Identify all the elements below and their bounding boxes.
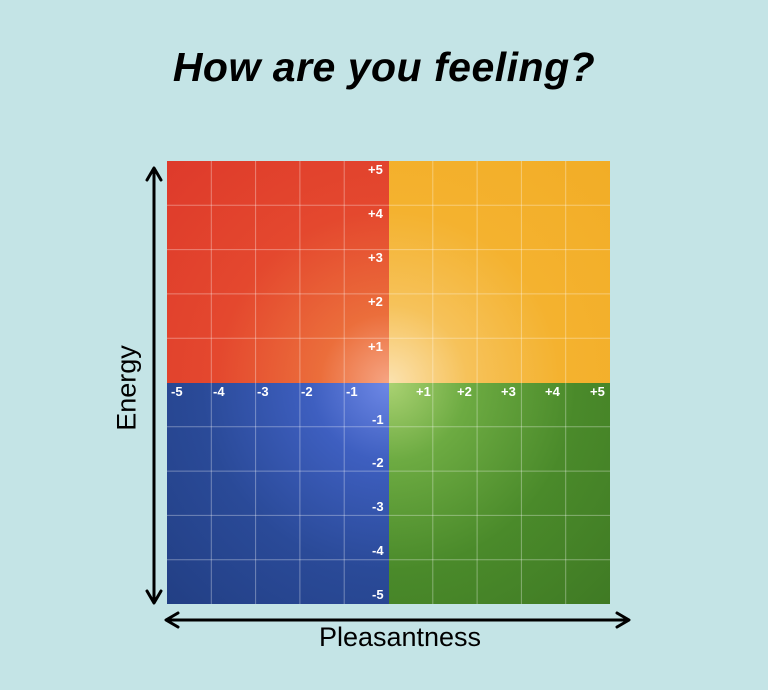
y-tick-label: -3 xyxy=(372,499,384,514)
y-tick-label: +5 xyxy=(368,162,383,177)
pleasantness-arrowhead-left xyxy=(164,611,180,629)
x-tick-label: -4 xyxy=(213,384,225,399)
energy-arrowhead-up xyxy=(145,166,163,182)
x-tick-label: +5 xyxy=(590,384,605,399)
x-tick-label: -3 xyxy=(257,384,269,399)
x-tick-label: -1 xyxy=(346,384,358,399)
quadrant-red-high-energy-unpleasant[interactable] xyxy=(167,161,389,383)
pleasantness-axis-label: Pleasantness xyxy=(318,622,482,652)
quadrant-green-low-energy-pleasant[interactable] xyxy=(388,382,610,604)
y-tick-label: -1 xyxy=(372,412,384,427)
x-tick-label: +3 xyxy=(501,384,516,399)
y-tick-label: -5 xyxy=(372,587,384,602)
y-tick-label: -4 xyxy=(372,543,384,558)
x-tick-label: -5 xyxy=(171,384,183,399)
y-tick-label: +4 xyxy=(368,206,383,221)
quadrant-blue-low-energy-unpleasant[interactable] xyxy=(167,382,389,604)
energy-arrowhead-down xyxy=(145,589,163,605)
mood-meter-grid: -5 -4 -3 -2 -1 +1 +2 +3 +4 +5 +5 +4 +3 +… xyxy=(167,161,610,604)
x-tick-label: +4 xyxy=(545,384,560,399)
energy-axis-label: Energy xyxy=(111,345,142,431)
y-tick-label: -2 xyxy=(372,455,384,470)
y-tick-label: +2 xyxy=(368,294,383,309)
y-tick-label: +3 xyxy=(368,250,383,265)
y-tick-label: +1 xyxy=(368,339,383,354)
pleasantness-arrowhead-right xyxy=(615,611,631,629)
x-tick-label: +1 xyxy=(416,384,431,399)
grid-lines xyxy=(167,161,610,604)
quadrant-yellow-high-energy-pleasant[interactable] xyxy=(388,161,610,383)
x-tick-label: +2 xyxy=(457,384,472,399)
x-tick-label: -2 xyxy=(301,384,313,399)
page-title: How are you feeling? xyxy=(172,44,596,90)
